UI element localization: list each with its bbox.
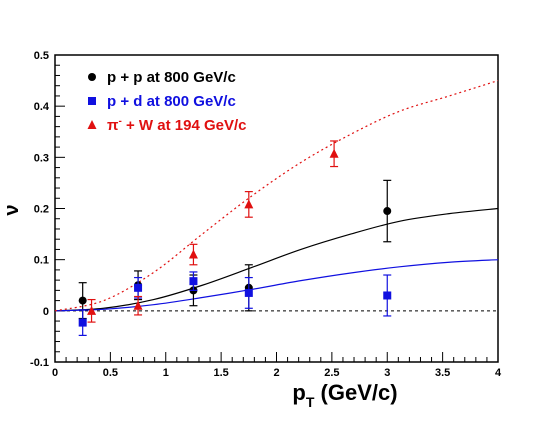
x-tick-label: 2.5 (324, 367, 339, 379)
x-tick-label: 4 (495, 367, 502, 379)
data-point-circle (78, 296, 87, 305)
y-tick-label: 0.3 (34, 152, 49, 164)
x-tick-label: 1.5 (213, 367, 228, 379)
data-point-triangle (87, 305, 97, 315)
data-point-triangle (133, 300, 143, 310)
x-tick-label: 2 (273, 367, 279, 379)
legend-label: p + p at 800 GeV/c (107, 69, 236, 86)
fit-curves (54, 80, 499, 312)
y-tick-label: 0.2 (34, 204, 49, 216)
x-tick-label: 3.5 (435, 367, 450, 379)
y-tick-label: 0.5 (34, 50, 49, 62)
legend-marker-triangle (87, 120, 97, 129)
legend-label: p + d at 800 GeV/c (107, 93, 236, 110)
data-point-square (189, 277, 198, 286)
x-tick-label: 0.5 (103, 367, 118, 379)
x-tick-label: 1 (163, 367, 169, 379)
legend-label: π- + W at 194 GeV/c (107, 116, 246, 134)
data-point-square (383, 291, 392, 300)
x-tick-label: 0 (52, 367, 58, 379)
data-points (78, 140, 392, 336)
y-tick-label: -0.1 (30, 357, 49, 369)
y-tick-label: 0.4 (34, 101, 50, 113)
legend-marker-square (88, 97, 96, 105)
legend-marker-circle (88, 73, 96, 81)
data-point-triangle (329, 148, 339, 158)
data-point-triangle (244, 199, 254, 209)
data-point-square (244, 288, 253, 297)
data-point-square (78, 318, 87, 327)
data-point-triangle (188, 249, 198, 259)
fit-curve-square (54, 259, 499, 312)
y-tick-label: 0.1 (34, 255, 49, 267)
data-point-square (134, 283, 143, 292)
data-point-circle (383, 207, 392, 216)
ticks-layer: 0 0.5 1 1.5 2 2.5 3 3.5 4-0.100.10.20.30.40.5 (30, 50, 502, 379)
y-axis-label: ν (1, 204, 23, 215)
legend: p + p at 800 GeV/c p + d at 800 GeV/c π- +… (87, 69, 246, 134)
x-tick-label: 3 (384, 367, 390, 379)
x-axis-label: pT (GeV/c) (292, 380, 397, 410)
fit-curve-circle (54, 207, 499, 312)
y-tick-label: 0 (43, 306, 49, 318)
